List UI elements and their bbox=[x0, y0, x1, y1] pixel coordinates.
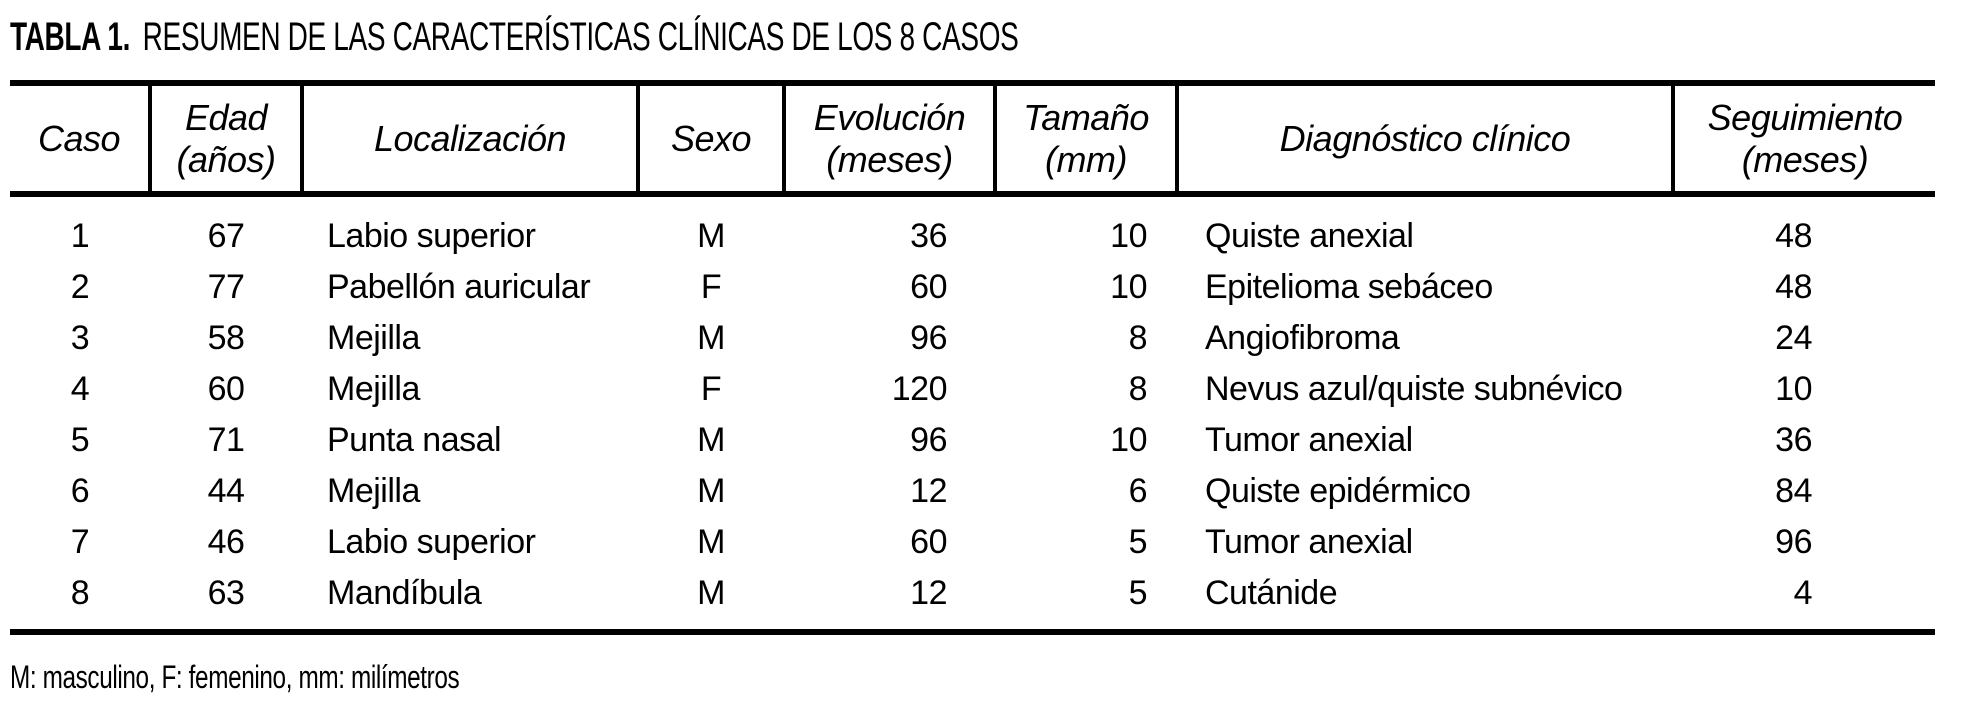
table-row: 5 71 Punta nasal M 96 10 Tumor anexial 36 bbox=[10, 415, 1935, 466]
table-footnote: M: masculino, F: femenino, mm: milímetro… bbox=[10, 659, 460, 695]
cell-tamano: 6 bbox=[1128, 472, 1148, 510]
cell-sexo: M bbox=[697, 472, 725, 510]
cell-evolucion: 96 bbox=[910, 421, 947, 459]
cell-seguimiento: 84 bbox=[1775, 472, 1812, 510]
header-row: Caso Edad (años) Localización Sexo Evolu… bbox=[10, 83, 1935, 197]
clinical-cases-table: Caso Edad (años) Localización Sexo Evolu… bbox=[10, 80, 1935, 635]
table-title: TABLA 1. RESUMEN DE LAS CARACTERÍSTICAS C… bbox=[10, 14, 1384, 60]
cell-diagnostico: Tumor anexial bbox=[1205, 523, 1413, 561]
cell-edad: 71 bbox=[207, 421, 245, 459]
cell-tamano: 10 bbox=[1110, 421, 1147, 459]
cell-caso: 6 bbox=[70, 472, 90, 510]
table-title-label: TABLA 1. bbox=[10, 15, 131, 59]
cell-diagnostico: Angiofibroma bbox=[1205, 319, 1400, 357]
cell-edad: 67 bbox=[207, 217, 245, 255]
cell-sexo: M bbox=[697, 523, 725, 561]
cell-tamano: 5 bbox=[1128, 574, 1148, 612]
cell-diagnostico: Epitelioma sebáceo bbox=[1205, 268, 1493, 306]
cell-edad: 46 bbox=[207, 523, 245, 561]
cell-sexo: F bbox=[700, 370, 722, 408]
cell-diagnostico: Nevus azul/quiste subnévico bbox=[1205, 370, 1623, 408]
table-body: 1 67 Labio superior M 36 10 Quiste anexial 48 2 7… bbox=[10, 194, 1935, 632]
cell-evolucion: 60 bbox=[910, 523, 947, 561]
table-header: Caso Edad (años) Localización Sexo Evolu… bbox=[10, 83, 1935, 197]
cell-seguimiento: 4 bbox=[1793, 574, 1813, 612]
table-row: 7 46 Labio superior M 60 5 Tumor anexial 96 bbox=[10, 517, 1935, 568]
cell-seguimiento: 96 bbox=[1775, 523, 1812, 561]
cell-tamano: 10 bbox=[1110, 217, 1147, 255]
table-row: 2 77 Pabellón auricular F 60 10 Epitelioma seb… bbox=[10, 262, 1935, 313]
cell-sexo: M bbox=[697, 574, 725, 612]
cell-caso: 1 bbox=[70, 217, 90, 255]
cell-localizacion: Labio superior bbox=[327, 523, 536, 561]
cell-tamano: 10 bbox=[1110, 268, 1147, 306]
cell-tamano: 8 bbox=[1128, 319, 1148, 357]
table-row: 8 63 Mandíbula M 12 5 Cutánide 4 bbox=[10, 568, 1935, 632]
cell-localizacion: Mejilla bbox=[327, 319, 420, 357]
cell-evolucion: 36 bbox=[910, 217, 947, 255]
cell-localizacion: Mandíbula bbox=[327, 574, 482, 612]
cell-localizacion: Mejilla bbox=[327, 472, 420, 510]
column-header-edad: Edad (años) bbox=[148, 83, 302, 197]
cell-localizacion: Mejilla bbox=[327, 370, 420, 408]
cell-caso: 4 bbox=[70, 370, 90, 408]
cell-edad: 60 bbox=[207, 370, 245, 408]
table-title-text: RESUMEN DE LAS CARACTERÍSTICAS CLÍNICAS … bbox=[142, 15, 1019, 59]
column-header-tamano: Tamaño (mm) bbox=[993, 83, 1177, 197]
cell-edad: 63 bbox=[207, 574, 245, 612]
cell-seguimiento: 36 bbox=[1775, 421, 1812, 459]
column-header-seguimiento: Seguimiento (meses) bbox=[1671, 83, 1935, 197]
column-header-localizacion: Localización bbox=[300, 83, 638, 197]
cell-seguimiento: 48 bbox=[1775, 217, 1812, 255]
column-header-evolucion: Evolución (meses) bbox=[782, 83, 995, 197]
cell-sexo: M bbox=[697, 421, 725, 459]
cell-diagnostico: Quiste anexial bbox=[1205, 217, 1414, 255]
cell-evolucion: 120 bbox=[891, 370, 948, 408]
cell-caso: 7 bbox=[70, 523, 90, 561]
cell-sexo: M bbox=[697, 319, 725, 357]
cell-localizacion: Pabellón auricular bbox=[327, 268, 591, 306]
cell-tamano: 5 bbox=[1128, 523, 1148, 561]
table-row: 6 44 Mejilla M 12 6 Quiste epidérmico 84 bbox=[10, 466, 1935, 517]
cell-evolucion: 96 bbox=[910, 319, 947, 357]
cell-sexo: F bbox=[700, 268, 722, 306]
cell-diagnostico: Cutánide bbox=[1205, 574, 1338, 612]
cell-diagnostico: Quiste epidérmico bbox=[1205, 472, 1471, 510]
cell-seguimiento: 24 bbox=[1775, 319, 1812, 357]
table-row: 4 60 Mejilla F 120 8 Nevus azul/quiste subnévi… bbox=[10, 364, 1935, 415]
cell-localizacion: Punta nasal bbox=[327, 421, 502, 459]
cell-diagnostico: Tumor anexial bbox=[1205, 421, 1413, 459]
column-header-diagnostico: Diagnóstico clínico bbox=[1175, 83, 1673, 197]
cell-tamano: 8 bbox=[1128, 370, 1148, 408]
cell-caso: 8 bbox=[70, 574, 90, 612]
cell-caso: 3 bbox=[70, 319, 90, 357]
table-row: 3 58 Mejilla M 96 8 Angiofibroma 24 bbox=[10, 313, 1935, 364]
cell-evolucion: 60 bbox=[910, 268, 947, 306]
table-row: 1 67 Labio superior M 36 10 Quiste anexial 48 bbox=[10, 194, 1935, 262]
cell-edad: 77 bbox=[207, 268, 245, 306]
cell-caso: 5 bbox=[70, 421, 90, 459]
cell-seguimiento: 10 bbox=[1775, 370, 1812, 408]
cell-sexo: M bbox=[697, 217, 725, 255]
cell-evolucion: 12 bbox=[910, 472, 947, 510]
cell-edad: 44 bbox=[207, 472, 245, 510]
column-header-caso: Caso bbox=[10, 83, 150, 197]
cell-edad: 58 bbox=[207, 319, 245, 357]
column-header-sexo: Sexo bbox=[636, 83, 784, 197]
cell-localizacion: Labio superior bbox=[327, 217, 536, 255]
cell-seguimiento: 48 bbox=[1775, 268, 1812, 306]
cell-caso: 2 bbox=[70, 268, 90, 306]
cell-evolucion: 12 bbox=[910, 574, 947, 612]
